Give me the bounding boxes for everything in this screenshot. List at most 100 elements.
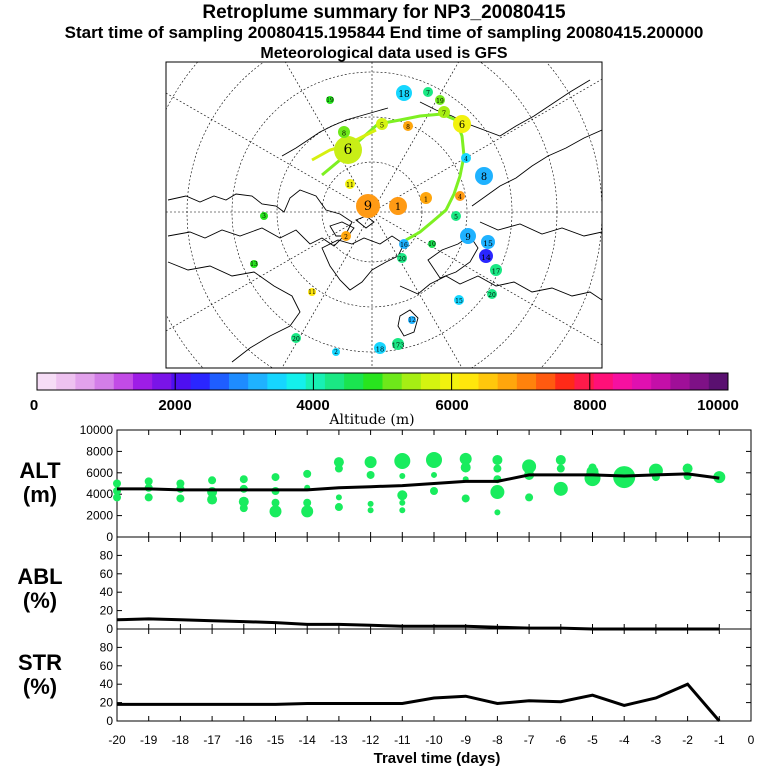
plume-centroid-dot [438, 106, 450, 118]
plume-centroid-dot [376, 118, 388, 130]
plume-centroid-label: 14 [481, 253, 491, 262]
plume-centroid-label: 5 [454, 214, 458, 221]
altitude-point [397, 490, 408, 501]
colorbar-swatch [632, 373, 652, 390]
altitude-point [334, 464, 343, 473]
str-fraction-line [117, 682, 721, 722]
plume-centroid-dot [454, 295, 464, 305]
altitude-point [492, 454, 503, 465]
altitude-point [525, 493, 534, 502]
plume-centroid: 8 [475, 167, 493, 185]
plume-centroid: 2 [332, 348, 340, 356]
altitude-point [303, 498, 312, 507]
altitude-point [459, 452, 472, 465]
plume-centroid-dot [338, 126, 350, 138]
y-tick-label: 20 [100, 696, 114, 710]
coastline-uk [397, 309, 419, 337]
colorbar-tick-labels: 0 2000 4000 6000 8000 10000 [30, 397, 739, 414]
meridian-line [371, 78, 602, 213]
plume-centroid-dot [334, 136, 362, 164]
altitude-point [553, 481, 568, 496]
x-tick-label: -3 [651, 733, 662, 747]
x-tick-label: -20 [108, 733, 126, 747]
plume-centroid-label: 8 [406, 124, 410, 131]
x-tick-label: -11 [394, 733, 411, 747]
colorbar-swatch [113, 373, 134, 390]
altitude-panel: ALT (m) 0 2000 4000 6000 8000 10000 [19, 423, 752, 544]
plume-centroid: 8 [338, 126, 350, 138]
plume-centroid: 20 [397, 253, 407, 263]
altitude-point [144, 477, 153, 486]
y-tick-label: 6000 [86, 466, 113, 480]
altitude-point [555, 454, 566, 465]
x-tick-label: -8 [492, 733, 503, 747]
altitude-point [494, 509, 501, 516]
coastline-alaska [281, 107, 389, 157]
plume-centroid-label: 8 [342, 129, 346, 137]
colorbar-swatch [651, 373, 671, 390]
colorbar-swatch [382, 373, 403, 390]
plume-centroid-label: 3 [262, 213, 266, 220]
plume-centroid-label: 1 [395, 202, 401, 213]
altitude-point [399, 499, 406, 506]
altitude-point [334, 503, 343, 512]
str-panel: STR (%) 0 20 40 60 80 [18, 628, 752, 728]
plume-centroid-dot [420, 192, 432, 204]
x-tick-label: -19 [140, 733, 158, 747]
y-tick-label: 10000 [80, 423, 114, 437]
altitude-point [176, 494, 185, 503]
x-tick-label: -15 [267, 733, 285, 747]
plume-centroid-label: 15 [455, 298, 463, 305]
plume-centroid: 18 [396, 85, 412, 101]
plume-centroid-dot [291, 333, 301, 343]
plume-centroid-label: 20 [488, 292, 496, 299]
plume-centroid: 12 [408, 316, 416, 324]
altitude-point [461, 494, 470, 503]
y-tick-label: 40 [100, 585, 114, 599]
colorbar-swatch [555, 373, 575, 390]
colorbar-swatch [459, 373, 479, 390]
x-tick-label: -13 [330, 733, 348, 747]
plume-centroid-label: 19 [436, 98, 444, 105]
map-frame [165, 61, 603, 369]
plume-centroid-dot [326, 96, 334, 104]
altitude-point [522, 459, 537, 474]
altitude-axis-label: ALT [19, 458, 61, 483]
plume-centroid: 4 [455, 191, 465, 201]
plume-centroid-dot [408, 316, 416, 324]
plume-centroid-label: 4 [464, 156, 468, 163]
colorbar-swatch [689, 373, 710, 390]
colorbar-swatch [56, 373, 76, 390]
coastline-canada-south [167, 261, 301, 363]
altitude-point [556, 464, 565, 473]
str-axis-unit: (%) [23, 674, 57, 699]
colorbar-swatch [497, 373, 518, 390]
coastline-europe [399, 275, 602, 301]
altitude-point [238, 496, 249, 507]
colorbar-swatch [305, 373, 326, 390]
plume-centroid-dot [396, 85, 412, 101]
colorbar-swatch [286, 373, 307, 390]
altitude-point [682, 463, 693, 474]
colorbar-swatch [401, 373, 422, 390]
coastline-islands [329, 215, 375, 237]
colorbar-swatch [708, 373, 729, 390]
plume-centroid: 6 [334, 136, 362, 164]
plume-centroid-dot [428, 240, 436, 248]
plume-centroid-label: 6 [459, 120, 465, 131]
plume-centroid-dot [451, 211, 461, 221]
colorbar-swatch [612, 373, 633, 390]
page-title: Retroplume summary for NP3_20080415 [202, 2, 566, 23]
meridian-line [166, 92, 373, 213]
x-axis-label: Travel time (days) [374, 750, 501, 767]
plume-centroid-dot [475, 167, 493, 185]
y-tick-label: 8000 [86, 444, 113, 458]
plume-centroid-dot [487, 289, 497, 299]
plume-centroid: 2 [341, 231, 351, 241]
plume-centroid-dot [356, 194, 380, 218]
altitude-point [394, 453, 411, 470]
colorbar-swatch [152, 373, 172, 390]
x-tick-label: -17 [203, 733, 221, 747]
altitude-point [430, 486, 438, 495]
plume-centroid-label: 2 [344, 234, 348, 241]
